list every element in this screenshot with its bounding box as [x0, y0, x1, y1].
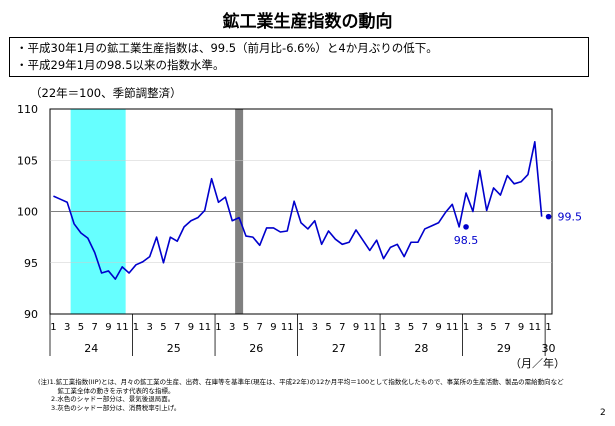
footnote-4: 3.灰色のシャドー部分は、消費税率引上げ。 [38, 403, 181, 412]
x-year-label: 26 [249, 342, 263, 355]
x-year-label: 29 [497, 342, 511, 355]
y-tick-label: 110 [17, 103, 38, 116]
x-tick-label: 5 [243, 322, 249, 333]
x-tick-label: 11 [198, 322, 211, 333]
footnote-3: 2.水色のシャドー部分は、景気後退局面。 [38, 395, 175, 403]
x-tick-label: 11 [116, 322, 129, 333]
x-tick-label: 1 [215, 322, 221, 333]
x-tick-label: 11 [528, 322, 541, 333]
x-tick-label: 9 [353, 322, 359, 333]
x-tick-label: 11 [446, 322, 459, 333]
x-tick-label: 5 [78, 322, 84, 333]
footnote-2: 鉱工業全体の動きを示す代表的な指標。 [38, 386, 175, 395]
data-point-marker [545, 213, 552, 220]
x-tick-label: 9 [270, 322, 276, 333]
x-tick-label: 5 [408, 322, 414, 333]
data-label: 98.5 [454, 234, 479, 247]
x-tick-label: 1 [298, 322, 304, 333]
footnote-1: (注)1.鉱工業指数(IIP)とは、月々の鉱工業の生産、出荷、在庫等を基準年(現… [38, 378, 564, 386]
x-tick-label: 3 [477, 322, 483, 333]
summary-bullet-2: ・平成29年1月の98.5以来の指数水準。 [16, 58, 225, 72]
x-year-label: 24 [84, 342, 98, 355]
x-tick-label: 7 [174, 322, 180, 333]
summary-bullet-1: ・平成30年1月の鉱工業生産指数は、99.5（前月比-6.6%）と4か月ぶりの低… [16, 41, 438, 55]
x-tick-label: 3 [147, 322, 153, 333]
page-number: 2 [600, 408, 606, 418]
x-tick-label: 1 [133, 322, 139, 333]
x-tick-label: 7 [257, 322, 263, 333]
x-tick-label: 5 [325, 322, 331, 333]
x-year-label: 25 [167, 342, 181, 355]
x-tick-label: 9 [105, 322, 111, 333]
y-tick-label: 95 [24, 257, 38, 270]
x-axis-unit-label: （月／年） [510, 356, 565, 370]
x-tick-label: 1 [545, 322, 551, 333]
x-tick-label: 3 [394, 322, 400, 333]
x-year-label: 28 [414, 342, 428, 355]
x-tick-label: 7 [422, 322, 428, 333]
x-tick-label: 5 [490, 322, 496, 333]
x-tick-label: 3 [312, 322, 318, 333]
summary-box: ・平成30年1月の鉱工業生産指数は、99.5（前月比-6.6%）と4か月ぶりの低… [9, 37, 589, 77]
page-title: 鉱工業生産指数の動向 [222, 12, 393, 32]
y-tick-label: 100 [17, 206, 38, 219]
x-tick-label: 1 [380, 322, 386, 333]
x-tick-label: 7 [92, 322, 98, 333]
unit-label: （22年＝100、季節調整済） [30, 86, 182, 100]
x-tick-label: 9 [188, 322, 194, 333]
x-tick-label: 9 [518, 322, 524, 333]
x-year-label: 30 [542, 342, 556, 355]
x-tick-label: 3 [229, 322, 235, 333]
x-tick-label: 3 [64, 322, 70, 333]
footnotes: (注)1.鉱工業指数(IIP)とは、月々の鉱工業の生産、出荷、在庫等を基準年(現… [38, 378, 598, 412]
x-tick-label: 1 [463, 322, 469, 333]
x-tick-label: 11 [363, 322, 376, 333]
y-tick-label: 105 [17, 154, 38, 167]
x-tick-label: 5 [160, 322, 166, 333]
x-tick-label: 9 [435, 322, 441, 333]
x-tick-label: 7 [339, 322, 345, 333]
y-tick-label: 90 [24, 308, 38, 321]
x-tick-label: 7 [504, 322, 510, 333]
series-line [53, 141, 543, 280]
data-point-marker [463, 224, 469, 230]
x-year-label: 27 [332, 342, 346, 355]
x-tick-label: 1 [50, 322, 56, 333]
data-label: 99.5 [558, 211, 583, 224]
x-tick-label: 11 [281, 322, 294, 333]
